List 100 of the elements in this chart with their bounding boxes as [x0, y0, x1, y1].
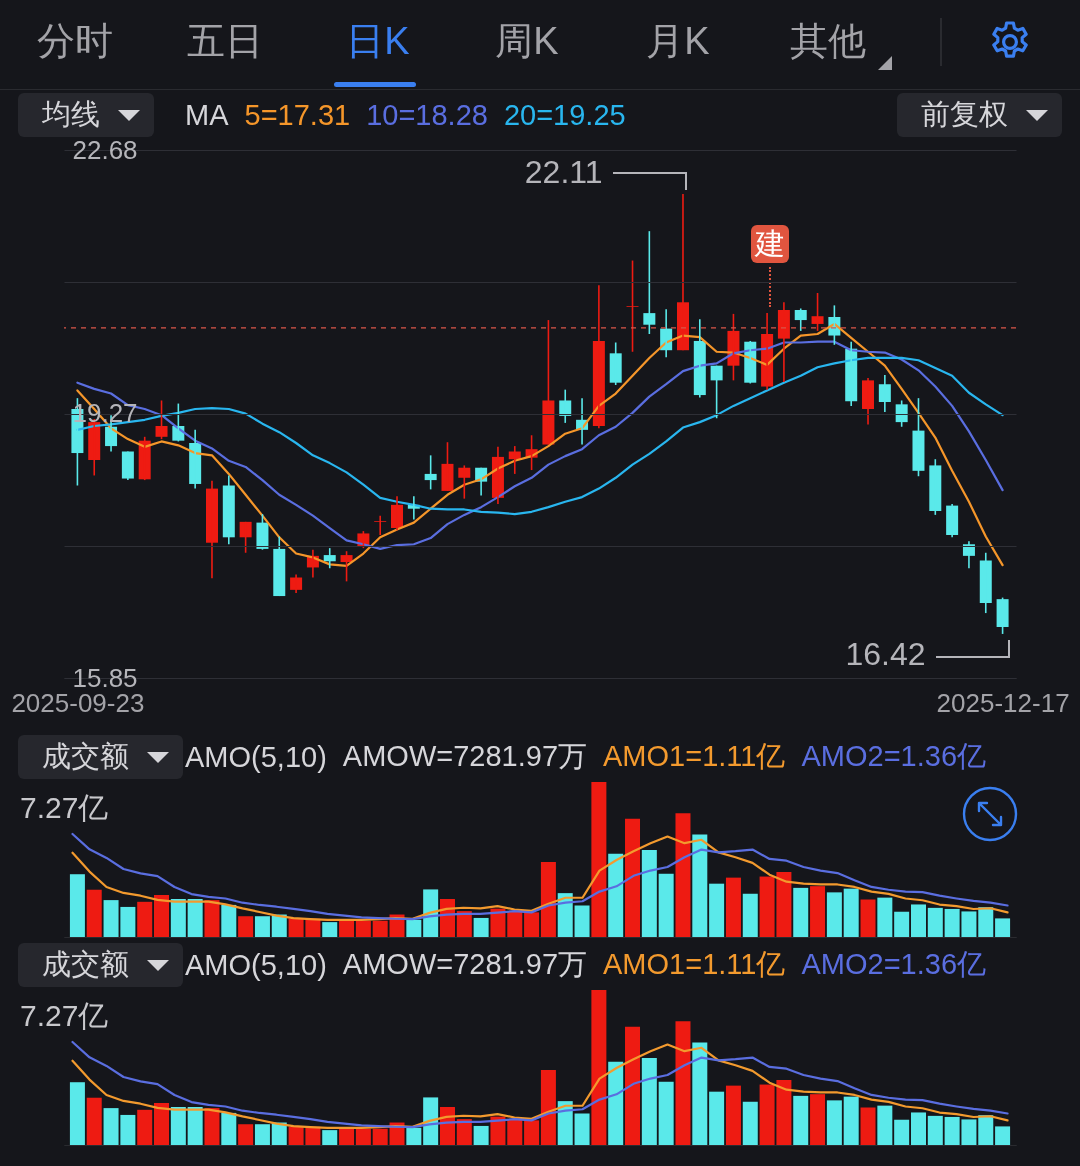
bar: [490, 908, 506, 937]
bar: [254, 916, 270, 937]
bar: [372, 1128, 388, 1145]
bar: [170, 1107, 186, 1145]
bar: [877, 897, 893, 937]
bar: [221, 1112, 237, 1145]
bar: [69, 874, 85, 937]
bar: [910, 1112, 926, 1145]
text: 分时: [37, 19, 113, 64]
x-tick-label: 2025-12-17: [936, 687, 1070, 718]
text: 10=18.28: [366, 98, 488, 132]
text: AMO1=1.11亿: [603, 947, 786, 982]
text: 成交额: [42, 947, 129, 982]
text: AMO2=1.36亿: [801, 947, 987, 982]
bar: [170, 899, 186, 937]
bar: [423, 889, 439, 937]
bar: [860, 1107, 876, 1145]
candlestick: [155, 399, 168, 440]
bar: [574, 905, 590, 937]
text: 其他: [790, 19, 866, 64]
bar: [406, 1127, 422, 1145]
bar: [709, 883, 725, 937]
text: 均线: [42, 97, 100, 132]
candlestick: [458, 464, 471, 500]
bar: [725, 1085, 741, 1145]
text: 周K: [495, 19, 559, 64]
bar: [507, 1119, 523, 1145]
bar: [826, 1100, 842, 1145]
bar: [524, 912, 540, 937]
y-tick-label: 22.68: [72, 134, 138, 165]
bar: [793, 1095, 809, 1145]
text: AMOW=7281.97万: [342, 947, 588, 982]
text: 日K: [346, 19, 410, 64]
bar: [675, 1021, 691, 1145]
text: AMOW=7281.97万: [342, 739, 588, 774]
bar: [322, 1130, 338, 1145]
bar: [238, 916, 254, 937]
bar: [86, 1097, 102, 1145]
bar: [540, 1069, 556, 1145]
text: 前复权: [921, 97, 1008, 132]
bar: [355, 920, 371, 937]
bar: [860, 899, 876, 937]
candlestick: [374, 514, 387, 536]
bar: [204, 1108, 220, 1145]
bar: [894, 911, 910, 937]
candlestick: [441, 441, 454, 492]
bar: [843, 1096, 859, 1145]
bar: [894, 1119, 910, 1145]
candlestick: [912, 397, 925, 478]
bar: [675, 813, 691, 937]
text: AMO2=1.36亿: [801, 739, 987, 774]
bar: [625, 1026, 641, 1145]
bar: [810, 886, 826, 937]
text: AMO1=1.11亿: [603, 739, 786, 774]
bar: [692, 834, 708, 937]
bar: [608, 853, 624, 937]
text: 20=19.25: [503, 98, 626, 132]
bar: [137, 1109, 153, 1145]
text: 5=17.31: [244, 98, 351, 132]
bar: [826, 892, 842, 937]
bar: [154, 1102, 170, 1145]
bar: [137, 901, 153, 937]
candlestick: [643, 230, 656, 335]
bar: [456, 911, 472, 937]
bar: [204, 900, 220, 937]
text: 月K: [646, 19, 710, 64]
bar: [86, 889, 102, 937]
bar: [524, 1120, 540, 1145]
bar: [608, 1061, 624, 1145]
bar: [692, 1042, 708, 1145]
candlestick: [929, 458, 942, 516]
bar: [742, 1101, 758, 1145]
bar: [154, 895, 170, 937]
bar: [473, 1125, 489, 1145]
bar: [254, 1124, 270, 1145]
bar: [322, 922, 338, 937]
annotation: 7.27亿: [20, 790, 109, 826]
candlestick: [811, 292, 824, 332]
bar: [540, 861, 556, 937]
annotation: 22.11: [524, 154, 603, 192]
bar: [69, 1082, 85, 1145]
bar: [574, 1113, 590, 1145]
bar: [406, 919, 422, 937]
annotation: 建: [750, 225, 789, 264]
bar: [490, 1116, 506, 1145]
bar: [591, 782, 607, 937]
bar: [339, 920, 355, 937]
candlestick: [626, 259, 639, 353]
bar: [658, 873, 674, 937]
bar: [625, 818, 641, 937]
bar: [557, 893, 573, 937]
bar: [591, 990, 607, 1145]
bar: [221, 904, 237, 937]
text: 五日: [187, 19, 263, 64]
bar: [456, 1119, 472, 1145]
bar: [978, 907, 994, 937]
bar: [995, 918, 1011, 937]
candlestick: [996, 596, 1009, 635]
annotation: 16.42: [845, 635, 926, 673]
line-series: [76, 356, 1004, 516]
